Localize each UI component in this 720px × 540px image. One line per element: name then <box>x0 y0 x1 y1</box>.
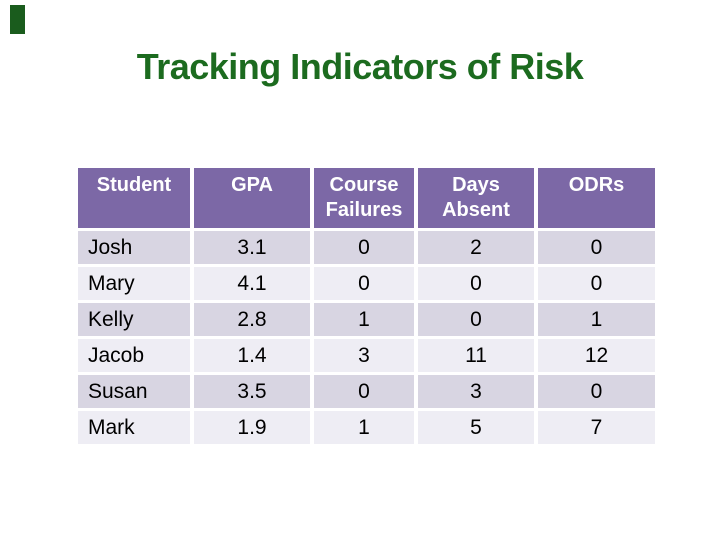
cell-course-failures: 3 <box>314 339 414 372</box>
cell-days-absent: 5 <box>418 411 534 444</box>
table-row: Josh 3.1 0 2 0 <box>78 231 655 264</box>
risk-indicators-table: Student GPA Course Failures Days Absent … <box>74 165 659 447</box>
cell-student-name: Mary <box>78 267 190 300</box>
cell-gpa: 2.8 <box>194 303 310 336</box>
cell-odrs: 0 <box>538 267 655 300</box>
cell-odrs: 0 <box>538 231 655 264</box>
cell-course-failures: 1 <box>314 303 414 336</box>
header-row: Student GPA Course Failures Days Absent … <box>78 168 655 228</box>
cell-student-name: Jacob <box>78 339 190 372</box>
cell-student-name: Kelly <box>78 303 190 336</box>
column-header-gpa: GPA <box>194 168 310 228</box>
cell-days-absent: 3 <box>418 375 534 408</box>
cell-student-name: Susan <box>78 375 190 408</box>
cell-days-absent: 0 <box>418 267 534 300</box>
cell-days-absent: 11 <box>418 339 534 372</box>
slide-title: Tracking Indicators of Risk <box>136 46 584 87</box>
cell-days-absent: 2 <box>418 231 534 264</box>
cell-gpa: 3.1 <box>194 231 310 264</box>
column-header-course-failures: Course Failures <box>314 168 414 228</box>
cell-student-name: Mark <box>78 411 190 444</box>
cell-days-absent: 0 <box>418 303 534 336</box>
table-row: Mary 4.1 0 0 0 <box>78 267 655 300</box>
cell-odrs: 7 <box>538 411 655 444</box>
cell-gpa: 1.9 <box>194 411 310 444</box>
cell-course-failures: 0 <box>314 231 414 264</box>
table-row: Kelly 2.8 1 0 1 <box>78 303 655 336</box>
cell-student-name: Josh <box>78 231 190 264</box>
cell-odrs: 0 <box>538 375 655 408</box>
column-header-odrs: ODRs <box>538 168 655 228</box>
table-row: Susan 3.5 0 3 0 <box>78 375 655 408</box>
cell-gpa: 1.4 <box>194 339 310 372</box>
cell-course-failures: 0 <box>314 267 414 300</box>
cell-course-failures: 1 <box>314 411 414 444</box>
cell-course-failures: 0 <box>314 375 414 408</box>
cell-gpa: 4.1 <box>194 267 310 300</box>
column-header-days-absent: Days Absent <box>418 168 534 228</box>
cell-odrs: 12 <box>538 339 655 372</box>
table-row: Jacob 1.4 3 11 12 <box>78 339 655 372</box>
cell-odrs: 1 <box>538 303 655 336</box>
corner-accent-rect <box>10 5 25 34</box>
column-header-student: Student <box>78 168 190 228</box>
cell-gpa: 3.5 <box>194 375 310 408</box>
table-row: Mark 1.9 1 5 7 <box>78 411 655 444</box>
